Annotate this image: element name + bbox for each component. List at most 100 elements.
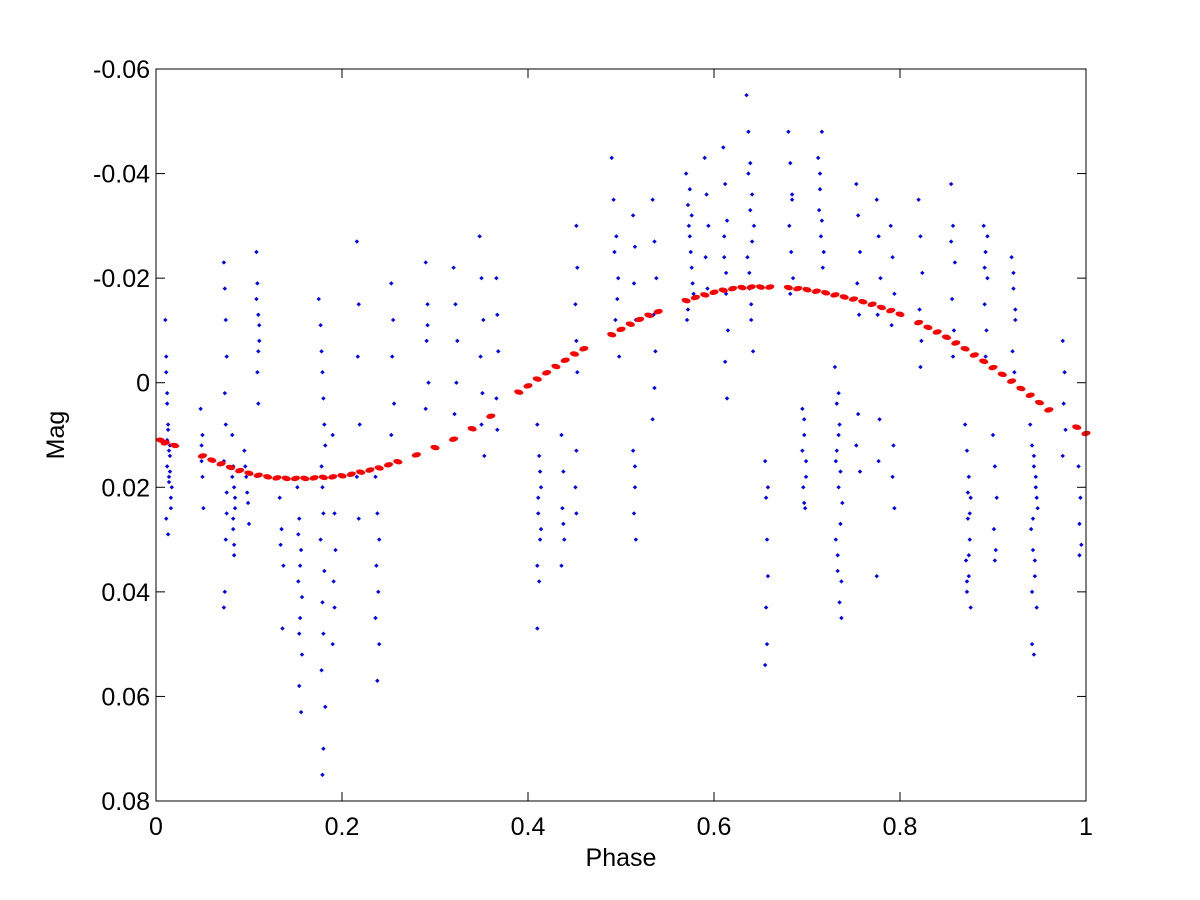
observation-point [479, 275, 484, 281]
observation-point [1029, 443, 1035, 448]
x-tick-label: 0.8 [883, 813, 918, 841]
observation-point [919, 338, 924, 344]
fit-point [997, 371, 1007, 378]
observation-point [536, 511, 541, 516]
observation-point [966, 573, 972, 579]
observation-point [169, 485, 175, 490]
observation-point [616, 354, 622, 359]
observation-point [1035, 506, 1040, 511]
observation-point [1011, 270, 1016, 276]
observation-point [724, 218, 730, 223]
observation-point [165, 532, 171, 537]
observation-point [537, 537, 543, 542]
observation-point [965, 516, 971, 521]
observation-point [818, 234, 824, 239]
observation-point [917, 307, 922, 312]
observation-point [1033, 474, 1038, 480]
observation-point [230, 474, 235, 480]
fit-point [811, 288, 821, 294]
observation-point [221, 605, 227, 610]
fit-point [886, 307, 896, 314]
observation-point [222, 390, 228, 396]
observation-point [320, 370, 325, 375]
observation-point [1032, 573, 1038, 579]
observation-point [968, 605, 973, 610]
x-tick-label: 0 [149, 813, 163, 841]
observation-point [1009, 255, 1014, 260]
observation-point [574, 511, 579, 516]
observation-point [982, 302, 987, 307]
observation-point [199, 443, 204, 448]
observation-point [876, 458, 881, 464]
observation-point [321, 746, 326, 751]
observation-point [1076, 464, 1081, 469]
observation-point [1060, 338, 1065, 344]
observation-point [280, 626, 285, 631]
observation-point [722, 255, 727, 260]
observation-point [256, 401, 261, 406]
observation-point [482, 453, 487, 459]
observation-point [691, 291, 696, 297]
observation-point [952, 260, 958, 265]
fit-point [923, 324, 933, 331]
observation-point [391, 401, 397, 406]
fit-point [728, 285, 738, 292]
fit-point [346, 471, 356, 477]
observation-point [725, 328, 731, 333]
observation-point [833, 537, 839, 542]
fit-point [783, 284, 793, 291]
observation-point [559, 432, 564, 438]
y-axis: -0.06 -0.04 -0.02 0 0.02 0.04 0.06 0.08 [93, 56, 1086, 816]
observation-point [254, 296, 259, 302]
observation-point [890, 255, 895, 260]
observation-point [788, 249, 794, 255]
observation-point [745, 255, 750, 260]
fit-point [690, 294, 700, 301]
observation-point [320, 485, 325, 490]
observation-point [1029, 641, 1035, 647]
observation-point [375, 511, 380, 516]
observation-point [721, 145, 726, 150]
observation-point [1033, 485, 1038, 490]
observation-point [538, 526, 544, 532]
observation-point [390, 317, 396, 323]
observation-point [889, 323, 894, 328]
observation-point [616, 275, 621, 281]
observation-point [242, 448, 247, 453]
plot-frame [155, 68, 1087, 802]
observation-point [451, 265, 456, 270]
observation-point [164, 464, 170, 469]
observation-point [1079, 542, 1084, 547]
observation-point [561, 521, 566, 527]
observation-point [762, 662, 768, 668]
observation-point [255, 281, 260, 286]
fit-point [1034, 399, 1045, 406]
observation-point [786, 129, 791, 134]
observation-point [221, 260, 227, 265]
observation-point [1031, 652, 1037, 657]
observation-point [425, 323, 430, 328]
observation-point [535, 626, 540, 631]
observation-point [573, 485, 578, 490]
fit-point [207, 457, 217, 463]
observation-point [787, 223, 792, 229]
observation-point [967, 511, 972, 516]
observation-point [224, 490, 229, 495]
observation-point [630, 213, 636, 218]
observation-point [984, 328, 989, 333]
observation-point [1077, 553, 1082, 558]
observation-point [423, 406, 428, 412]
fit-point [737, 284, 747, 291]
observation-point [834, 401, 839, 406]
observation-point [166, 474, 172, 480]
fit-point [793, 285, 803, 292]
fit-point [709, 289, 719, 295]
observation-point [321, 511, 326, 516]
observation-point [322, 568, 327, 574]
observation-point [496, 349, 501, 354]
observation-point [836, 432, 841, 438]
observation-point [298, 709, 304, 715]
observation-point [951, 328, 957, 333]
observation-point [749, 317, 754, 323]
observation-point [1034, 495, 1039, 500]
